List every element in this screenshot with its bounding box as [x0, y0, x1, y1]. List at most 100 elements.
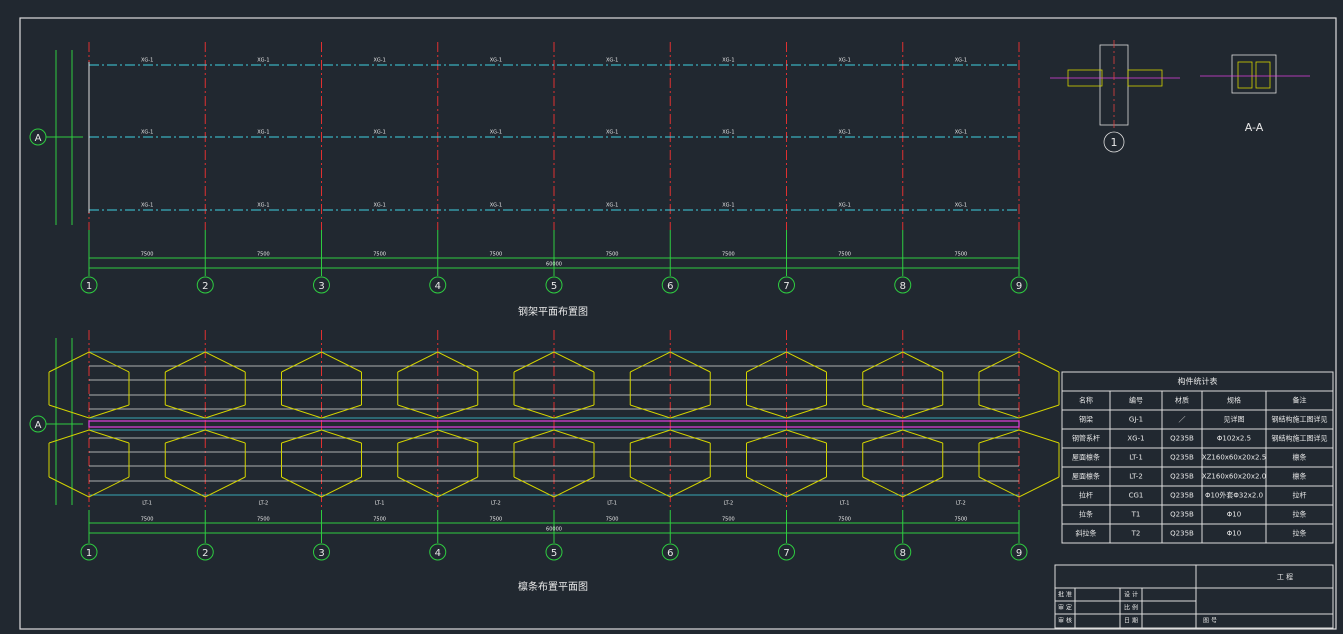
axis-label: 4 — [435, 281, 441, 292]
table-cell: GJ-1 — [1129, 416, 1143, 424]
detail-node — [1050, 40, 1310, 153]
table-cell: 拉条 — [1293, 510, 1307, 519]
total-dim: 60000 — [546, 262, 562, 268]
sag-rod — [513, 404, 595, 419]
axis-label: 1 — [86, 281, 92, 292]
sag-rod — [165, 351, 246, 373]
member-tag: XG-1 — [490, 203, 502, 209]
member-tag: XG-1 — [838, 58, 850, 64]
tb-label: 设 计 — [1124, 591, 1138, 599]
member-tag: LT-1 — [142, 501, 152, 507]
table-cell: 拉条 — [1079, 510, 1093, 519]
axis-label: 3 — [318, 281, 324, 292]
member-tag: LT-1 — [607, 501, 617, 507]
sag-rod — [862, 351, 943, 373]
axis-bubble — [429, 276, 447, 294]
axis-bubble — [80, 543, 98, 561]
member-tag: XG-1 — [257, 130, 269, 136]
sag-rod — [48, 351, 130, 373]
axis-bubble — [778, 276, 795, 294]
member-tag: XG-1 — [141, 203, 153, 209]
table-cell: Q235B — [1170, 511, 1194, 519]
table-cell: T2 — [1131, 530, 1141, 538]
span-dim: 7500 — [490, 252, 503, 258]
member-tag: XG-1 — [490, 58, 502, 64]
span-dim: 7500 — [606, 252, 619, 258]
table-cell: T1 — [1131, 511, 1141, 519]
axis-bubble — [1010, 543, 1028, 561]
table-cell: Φ10 — [1227, 511, 1241, 519]
table-header: 名称 — [1079, 396, 1093, 405]
axis-label: 7 — [783, 548, 789, 559]
axis-bubble — [196, 543, 214, 561]
member-tag: LT-2 — [956, 501, 966, 507]
member-tag: XG-1 — [490, 130, 502, 136]
span-dim: 7500 — [838, 252, 851, 258]
axis-label: 6 — [667, 548, 673, 559]
table-header: 材质 — [1175, 396, 1189, 405]
member-tag: XG-1 — [257, 203, 269, 209]
table-cell: 檩条 — [1293, 453, 1307, 462]
table-header: 备注 — [1293, 396, 1307, 405]
member-tag: XG-1 — [955, 130, 967, 136]
span-dim: 7500 — [955, 252, 968, 258]
member-tag: XG-1 — [606, 58, 618, 64]
table-cell: XZ160x60x20x2.5 — [1202, 454, 1266, 462]
member-tag: XG-1 — [722, 58, 734, 64]
sag-rod — [281, 404, 362, 419]
sag-rod — [513, 476, 595, 498]
member-tag: XG-1 — [606, 203, 618, 209]
axis-bubble — [1010, 276, 1028, 294]
axis-bubble — [429, 543, 447, 561]
table-cell: Φ10外套Φ32x2.0 — [1205, 491, 1263, 500]
table-cell: Q235B — [1170, 530, 1194, 538]
tb-label: 审 核 — [1058, 617, 1072, 625]
axis-label: 6 — [667, 281, 673, 292]
sag-rod — [978, 476, 1060, 498]
member-tag: LT-2 — [724, 501, 734, 507]
span-dim: 7500 — [722, 252, 735, 258]
sag-rod — [397, 351, 478, 373]
axis-bubble — [80, 276, 98, 294]
table-cell: XZ160x60x20x2.0 — [1202, 473, 1266, 481]
span-dim: 7500 — [955, 517, 968, 523]
purlin-plan-title: 檩条布置平面图 — [518, 580, 588, 593]
axis-label: 9 — [1016, 548, 1022, 559]
sag-rod — [746, 429, 827, 444]
sag-rod — [281, 476, 362, 498]
table-cell: LT-2 — [1129, 473, 1143, 481]
member-tag: XG-1 — [722, 130, 734, 136]
sag-rod — [978, 351, 1060, 373]
sag-rod — [630, 429, 711, 444]
sag-rod — [630, 351, 711, 373]
member-tag: XG-1 — [838, 203, 850, 209]
axis-bubble — [661, 276, 679, 294]
sag-rod — [630, 476, 711, 498]
sag-rod — [513, 351, 595, 373]
table-header: 规格 — [1227, 396, 1241, 405]
table-cell: 钢梁 — [1079, 415, 1093, 424]
table-frame — [1061, 371, 1334, 544]
member-tag: XG-1 — [955, 58, 967, 64]
axis-label: 2 — [202, 281, 208, 292]
axis-bubble — [196, 276, 214, 294]
axis-label: 9 — [1016, 281, 1022, 292]
table-cell: 钢管系杆 — [1072, 434, 1100, 443]
table-cell: 拉杆 — [1079, 491, 1093, 500]
axis-label: 8 — [900, 281, 906, 292]
span-dim: 7500 — [257, 517, 270, 523]
member-tag: XG-1 — [141, 130, 153, 136]
sag-rod — [862, 404, 943, 419]
tb-label: 批 准 — [1058, 591, 1072, 599]
axis-label: 3 — [318, 548, 324, 559]
table-header: 编号 — [1129, 396, 1143, 405]
span-dim: 7500 — [490, 517, 503, 523]
axis-label: 5 — [551, 548, 557, 559]
sag-rod — [397, 429, 478, 444]
total-dim: 60000 — [546, 527, 562, 533]
member-tag: LT-2 — [259, 501, 269, 507]
table-cell: 钢结构施工图详见 — [1272, 415, 1328, 424]
member-tag: XG-1 — [141, 58, 153, 64]
member-tag: LT-2 — [491, 501, 501, 507]
